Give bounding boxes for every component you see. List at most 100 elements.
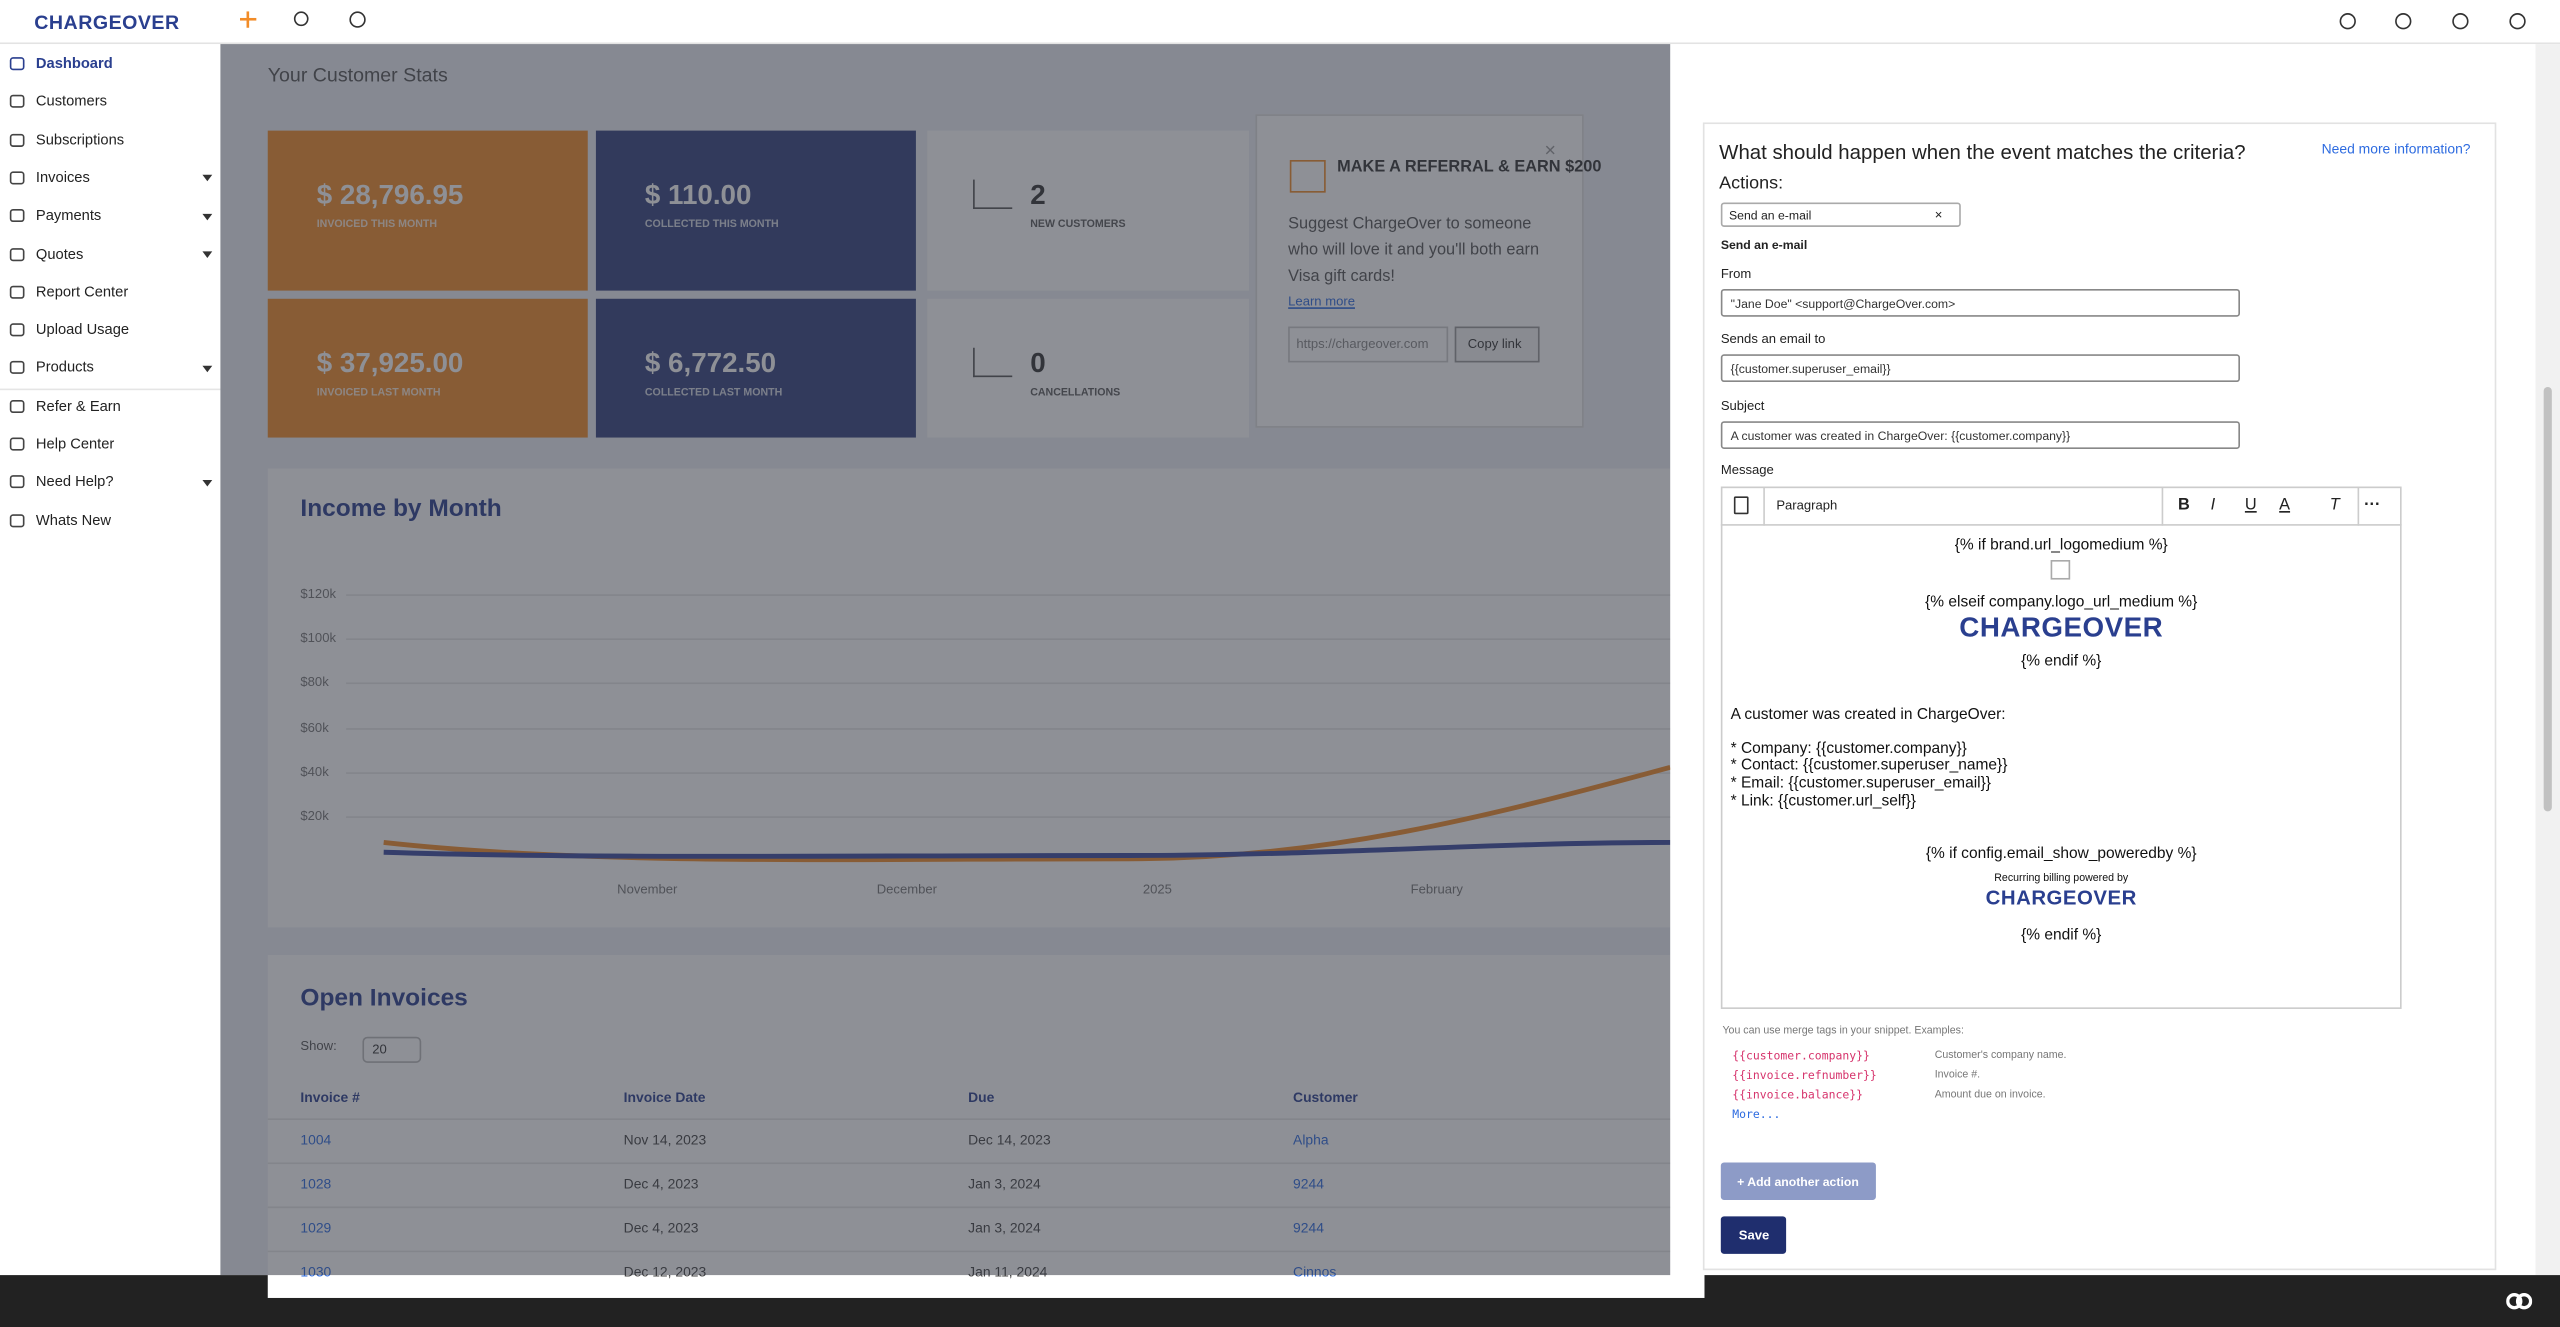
toolbar-button[interactable]: ···	[2364, 496, 2381, 515]
editor-line: * Link: {{customer.url_self}}	[1730, 792, 1916, 811]
menu-icon	[9, 285, 25, 299]
toolbar-button[interactable]: B	[2177, 496, 2190, 515]
merge-help: You can use merge tags in your snippet. …	[1722, 1025, 1964, 1037]
save-button-label: Save	[1738, 1227, 1770, 1242]
input-value: A customer was created in ChargeOver: {{…	[1730, 427, 2071, 443]
action-select[interactable]	[1720, 202, 1961, 227]
email-logo: CHARGEOVER	[1985, 886, 2137, 910]
menu-item[interactable]: Report Center	[35, 283, 129, 300]
field-label: From	[1720, 266, 1752, 282]
panel-card	[1702, 122, 2497, 1271]
toolbar-divider	[2161, 486, 2164, 526]
nav-icon	[2339, 13, 2356, 30]
image-placeholder	[2050, 559, 2071, 580]
save-button[interactable]	[1720, 1216, 1787, 1254]
toolbar-button[interactable]: I	[2210, 496, 2216, 515]
editor-line: {% elseif company.logo_url_medium %}	[1925, 593, 2198, 612]
text-input[interactable]	[1720, 420, 2240, 449]
field-label: Subject	[1720, 398, 1765, 413]
menu-icon	[9, 171, 25, 185]
scroll-thumb	[2543, 386, 2552, 812]
email-logo: CHARGEOVER	[1959, 612, 2164, 644]
menu-item[interactable]: Customers	[35, 92, 107, 110]
merge-tag: {{invoice.refnumber}}	[1732, 1069, 1877, 1083]
sidebar-divider	[0, 388, 221, 391]
menu-item[interactable]: Need Help?	[35, 473, 114, 490]
merge-more[interactable]: More...	[1732, 1108, 1781, 1122]
paste-icon	[1733, 496, 1749, 515]
menu-caret	[202, 213, 213, 220]
add-button[interactable]	[1720, 1162, 1876, 1200]
editor-line: Recurring billing powered by	[1994, 872, 2129, 885]
menu-caret	[202, 365, 213, 373]
menu-caret	[202, 251, 213, 258]
input-value: {{customer.superuser_email}}	[1730, 362, 1891, 377]
add-button-label: + Add another action	[1737, 1173, 1859, 1189]
editor-line: {% endif %}	[2021, 652, 2102, 671]
action-select-value: Send an e-mail	[1728, 208, 1812, 223]
bottom-logo	[2506, 1293, 2533, 1310]
input-value: "Jane Doe" <support@ChargeOver.com>	[1730, 296, 1956, 312]
search-icon	[293, 11, 309, 27]
editor-line: * Company: {{customer.company}}	[1730, 740, 1967, 759]
brand-logo: CHARGEOVER	[34, 11, 180, 34]
menu-icon	[9, 57, 25, 71]
add-icon	[239, 11, 257, 28]
menu-icon	[9, 475, 25, 489]
menu-caret	[202, 479, 213, 487]
merge-tag: {{invoice.balance}}	[1732, 1088, 1863, 1102]
merge-desc: Customer's company name.	[1934, 1049, 2067, 1062]
help-link[interactable]: Need more information?	[2321, 140, 2471, 157]
toolbar-button[interactable]: A	[2279, 496, 2291, 515]
menu-item[interactable]: Dashboard	[35, 54, 113, 72]
editor-line: {% if config.email_show_poweredby %}	[1925, 844, 2197, 863]
menu-icon	[9, 513, 25, 527]
menu-item[interactable]: Products	[35, 359, 94, 376]
editor-line: A customer was created in ChargeOver:	[1730, 705, 2006, 724]
nav-icon	[2395, 13, 2412, 30]
menu-icon	[9, 209, 25, 223]
menu-item[interactable]: Quotes	[35, 245, 84, 262]
text-input[interactable]	[1720, 288, 2240, 317]
menu-item[interactable]: Upload Usage	[35, 321, 130, 338]
sidebar	[0, 44, 221, 1276]
menu-icon	[9, 247, 25, 261]
menu-icon	[9, 133, 25, 147]
message-label: Message	[1720, 462, 1774, 478]
menu-icon	[9, 95, 25, 109]
top-bar	[0, 0, 2560, 45]
dim-overlay	[220, 44, 1671, 1276]
field-label: Sends an email to	[1720, 332, 1826, 347]
side-panel	[1670, 44, 2536, 1276]
nav-icon	[2509, 13, 2526, 30]
editor-line: * Email: {{customer.superuser_email}}	[1730, 774, 1991, 793]
text-input[interactable]	[1720, 354, 2240, 383]
menu-item[interactable]: Invoices	[35, 168, 90, 186]
toolbar-divider	[2357, 486, 2360, 526]
panel-title: What should happen when the event matche…	[1719, 141, 2246, 165]
menu-item[interactable]: Help Center	[35, 435, 115, 452]
menu-item[interactable]: Whats New	[35, 511, 112, 528]
menu-item[interactable]: Payments	[35, 207, 102, 224]
editor-line: {% endif %}	[2021, 926, 2102, 945]
select-clear: ×	[1934, 207, 1943, 223]
merge-desc: Amount due on invoice.	[1934, 1089, 2046, 1101]
editor-line: {% if brand.url_logomedium %}	[1954, 536, 2168, 555]
menu-caret	[202, 175, 213, 182]
section-title: Send an e-mail	[1720, 237, 1808, 253]
scrollbar	[2535, 44, 2560, 1276]
editor-toolbar	[1720, 487, 2402, 526]
menu-icon	[9, 361, 25, 375]
toolbar-divider	[1763, 486, 1765, 526]
editor	[1720, 486, 2402, 1009]
menu-item[interactable]: Subscriptions	[35, 130, 125, 148]
nav-icon	[2452, 13, 2469, 30]
history-icon	[349, 11, 366, 28]
menu-icon	[9, 437, 25, 451]
format-select[interactable]: Paragraph	[1776, 498, 1838, 513]
editor-line: * Contact: {{customer.superuser_name}}	[1730, 756, 2008, 775]
toolbar-button[interactable]: T	[2329, 496, 2340, 515]
menu-item[interactable]: Refer & Earn	[35, 397, 121, 414]
toolbar-button[interactable]: U	[2244, 496, 2257, 515]
